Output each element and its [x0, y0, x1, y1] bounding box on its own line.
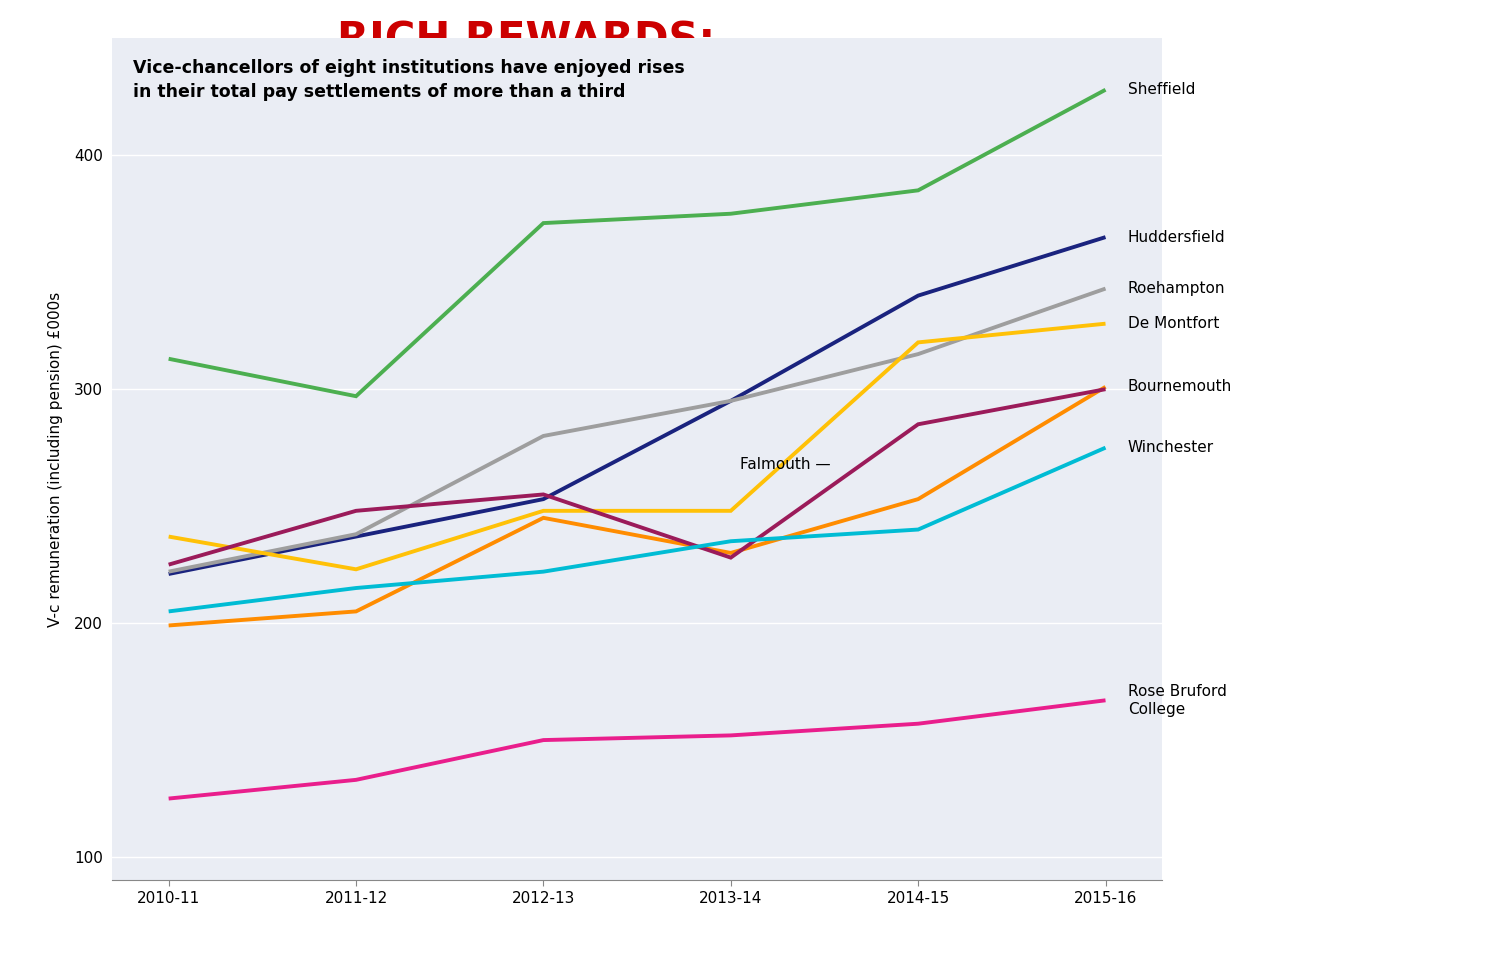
- Text: Roehampton: Roehampton: [1127, 281, 1226, 296]
- Text: Bournemouth: Bournemouth: [1127, 379, 1232, 394]
- Text: Rose Bruford
College: Rose Bruford College: [1127, 684, 1226, 717]
- Text: RICH REWARDS:: RICH REWARDS:: [336, 20, 715, 61]
- Text: SUBSTANTIAL RISES FOR SOME: SUBSTANTIAL RISES FOR SOME: [715, 20, 1462, 61]
- Y-axis label: V-c remuneration (including pension) £000s: V-c remuneration (including pension) £00…: [48, 292, 63, 627]
- Text: Falmouth —: Falmouth —: [741, 456, 830, 472]
- Text: Winchester: Winchester: [1127, 440, 1214, 456]
- Text: Huddersfield: Huddersfield: [1127, 230, 1226, 245]
- Text: De Montfort: De Montfort: [1127, 316, 1219, 331]
- Text: Vice-chancellors of eight institutions have enjoyed rises
in their total pay set: Vice-chancellors of eight institutions h…: [133, 59, 685, 100]
- Text: Sheffield: Sheffield: [1127, 82, 1195, 98]
